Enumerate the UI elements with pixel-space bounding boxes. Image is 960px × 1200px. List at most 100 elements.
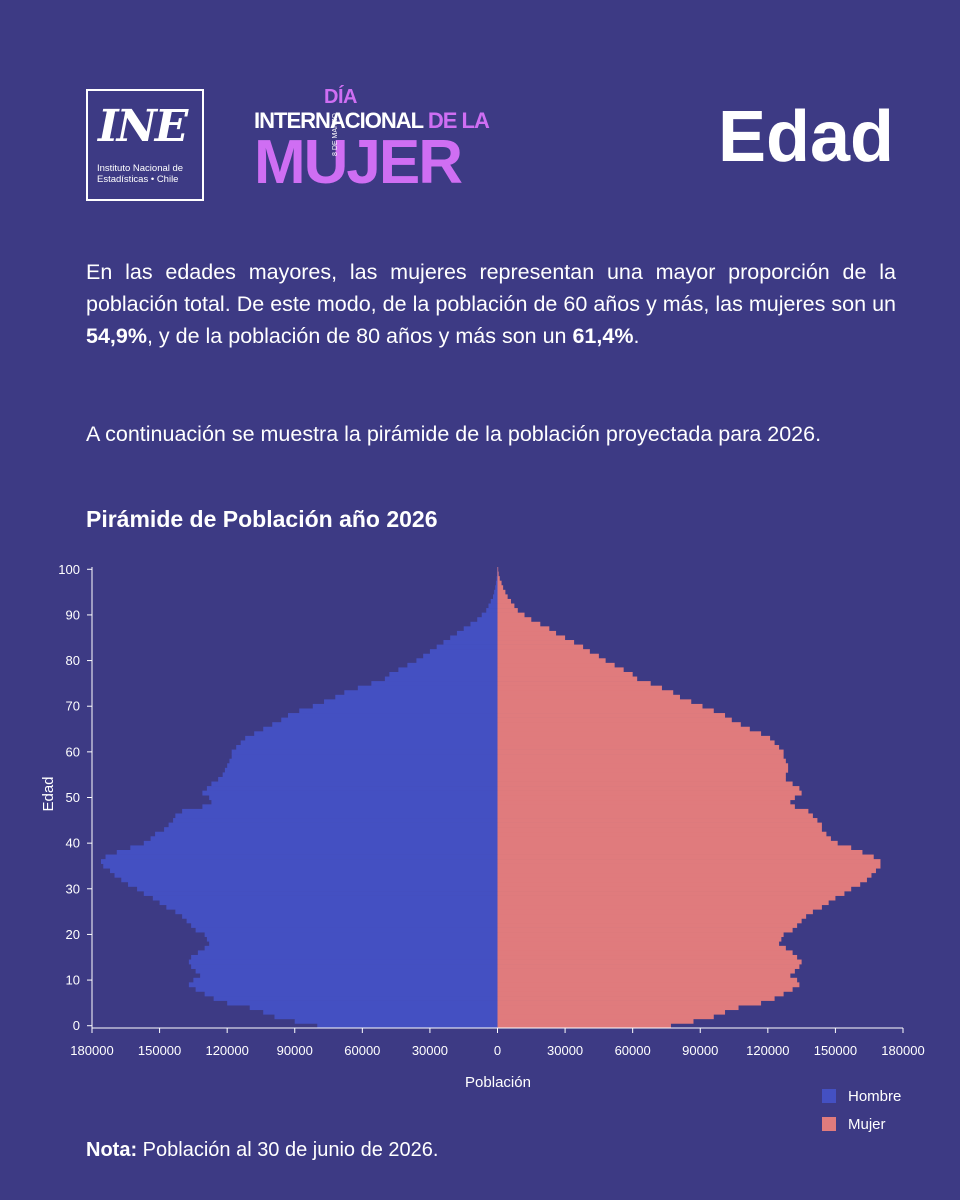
- bar-hombre-95: [494, 589, 498, 595]
- bar-mujer-56: [497, 767, 789, 773]
- ine-logo-mark: INE: [98, 101, 188, 152]
- bar-mujer-69: [497, 708, 714, 714]
- bar-hombre-28: [152, 895, 498, 901]
- bar-mujer-7: [497, 991, 784, 997]
- bar-mujer-76: [497, 676, 638, 682]
- bar-mujer-29: [497, 891, 845, 896]
- bar-hombre-25: [175, 909, 498, 915]
- bar-mujer-85: [497, 635, 566, 641]
- bar-hombre-77: [389, 671, 498, 677]
- bar-mujer-65: [497, 726, 750, 732]
- bar-mujer-83: [497, 644, 584, 650]
- bar-mujer-5: [497, 1000, 762, 1006]
- bar-hombre-76: [384, 676, 498, 682]
- bar-mujer-30: [497, 886, 852, 892]
- bar-mujer-77: [497, 671, 633, 677]
- bar-hombre-0: [317, 1023, 498, 1029]
- bar-mujer-75: [497, 681, 651, 686]
- bar-mujer-71: [497, 699, 692, 705]
- bar-mujer-26: [497, 904, 822, 910]
- bar-hombre-19: [206, 936, 498, 942]
- bar-mujer-2: [497, 1014, 714, 1020]
- logo-line-dia: DÍA: [324, 86, 357, 108]
- bar-hombre-8: [195, 986, 498, 992]
- bar-hombre-89: [477, 617, 498, 623]
- bar-mujer-74: [497, 685, 662, 691]
- bar-mujer-24: [497, 913, 807, 919]
- bar-hombre-2: [274, 1014, 498, 1020]
- bar-mujer-59: [497, 754, 784, 760]
- intro-stat-60plus: 54,9%: [86, 324, 147, 348]
- bar-mujer-17: [497, 945, 786, 951]
- legend-hombre-swatch: [822, 1089, 836, 1103]
- bar-mujer-3: [497, 1009, 726, 1015]
- ine-logo-name-line1: Instituto Nacional de: [97, 163, 184, 174]
- intro-text-c: .: [633, 324, 640, 348]
- x-tick-label: 0: [494, 1043, 501, 1058]
- bar-hombre-5: [227, 1000, 498, 1006]
- bar-mujer-81: [497, 653, 599, 659]
- bar-mujer-34: [497, 868, 876, 874]
- ine-logo-name: Instituto Nacional de Estadísticas • Chi…: [97, 163, 183, 185]
- bar-hombre-10: [193, 977, 498, 983]
- bar-hombre-24: [182, 913, 498, 919]
- bar-hombre-39: [130, 845, 498, 851]
- bar-hombre-31: [128, 881, 498, 887]
- bar-mujer-8: [497, 986, 793, 992]
- logo-word-internacional: INTERNACIONAL: [254, 108, 424, 133]
- bar-hombre-84: [443, 640, 498, 645]
- bar-hombre-35: [103, 863, 498, 869]
- bar-hombre-68: [287, 713, 498, 718]
- bar-hombre-59: [231, 754, 498, 760]
- legend-mujer: Mujer: [822, 1116, 886, 1133]
- ine-logo-name-line2: Estadísticas • Chile: [97, 174, 179, 185]
- bar-mujer-37: [497, 854, 874, 860]
- x-tick-label: 60000: [344, 1043, 380, 1058]
- bar-hombre-37: [105, 854, 498, 860]
- bar-mujer-4: [497, 1005, 739, 1011]
- bar-mujer-13: [497, 964, 800, 969]
- bar-hombre-98: [496, 576, 498, 581]
- intro-text-a: En las edades mayores, las mujeres repre…: [86, 260, 896, 316]
- bar-hombre-40: [143, 840, 498, 846]
- bar-mujer-45: [497, 818, 818, 823]
- logo-line-mujer: MUJER: [254, 128, 463, 197]
- bar-mujer-99: [497, 571, 499, 577]
- bar-hombre-78: [398, 667, 498, 673]
- bar-mujer-72: [497, 694, 680, 700]
- bar-hombre-58: [229, 758, 498, 764]
- bar-mujer-39: [497, 845, 852, 851]
- bar-mujer-52: [497, 786, 800, 791]
- bar-hombre-92: [488, 603, 498, 609]
- bar-mujer-89: [497, 617, 532, 623]
- bar-mujer-47: [497, 808, 809, 814]
- bar-mujer-79: [497, 662, 615, 668]
- bar-hombre-27: [159, 900, 498, 906]
- bar-mujer-23: [497, 918, 802, 924]
- bar-hombre-70: [312, 703, 498, 709]
- bar-hombre-55: [222, 772, 498, 778]
- pyramid-bars: [101, 567, 881, 1029]
- bar-hombre-22: [191, 923, 498, 928]
- bar-hombre-49: [211, 799, 498, 805]
- bar-hombre-74: [357, 685, 498, 691]
- bar-hombre-72: [335, 694, 498, 700]
- bar-hombre-14: [188, 959, 498, 965]
- bar-mujer-63: [497, 735, 771, 741]
- bar-hombre-56: [224, 767, 498, 773]
- y-axis-label: Edad: [40, 776, 57, 811]
- y-tick-label: 10: [66, 973, 80, 988]
- bar-mujer-11: [497, 973, 791, 979]
- y-tick-label: 80: [66, 653, 80, 668]
- y-tick-label: 20: [66, 927, 80, 942]
- bar-hombre-60: [231, 749, 498, 755]
- bar-hombre-75: [371, 681, 498, 686]
- bar-mujer-38: [497, 849, 863, 855]
- bar-hombre-50: [209, 795, 498, 801]
- bar-hombre-18: [209, 941, 498, 947]
- bar-hombre-30: [137, 886, 498, 892]
- bar-mujer-31: [497, 881, 861, 887]
- x-tick-label: 120000: [746, 1043, 789, 1058]
- bar-hombre-80: [416, 658, 498, 664]
- chart-axes: 180000 150000 120000 90000 60000 30000 0 30000 6…: [58, 562, 924, 1058]
